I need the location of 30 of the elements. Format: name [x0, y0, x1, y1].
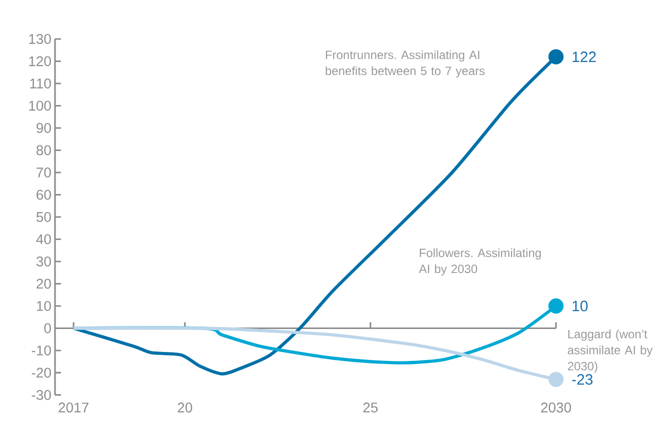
- x-tick-label: 20: [178, 402, 192, 412]
- y-tick-label: 110: [30, 78, 51, 88]
- y-tick-label: 60: [36, 190, 51, 200]
- x-tick-label: 2017: [58, 402, 88, 412]
- point: [548, 298, 564, 314]
- data-label: 10: [572, 300, 588, 312]
- y-tick-label: 0: [44, 323, 51, 334]
- data-label: -23: [572, 374, 593, 385]
- y-tick-label: 120: [29, 56, 51, 66]
- text: Followers. Assimilating AI by 2030: [418, 248, 541, 276]
- y-tick-label: -20: [32, 368, 51, 378]
- y-tick-label: 80: [36, 145, 51, 156]
- y-tick-label: 40: [36, 234, 51, 244]
- y-tick-label: 90: [36, 123, 51, 133]
- point: [548, 49, 564, 64]
- y-tick-label: 20: [36, 278, 51, 289]
- data-label: 122: [572, 52, 596, 62]
- series-label: Laggard (won’t assimilate AI by 2030): [568, 330, 653, 373]
- y-tick-label: 70: [36, 168, 51, 178]
- x-tick-label: 25: [363, 402, 378, 412]
- y-tick-label: -10: [32, 346, 51, 356]
- point: [548, 372, 564, 388]
- text: Frontrunners. Assimilating AI benefits between 5 to 7 years: [326, 50, 485, 78]
- y-tick-label: -30: [32, 390, 51, 400]
- y-tick-label: 100: [29, 100, 51, 111]
- y-tick-label: 10: [36, 301, 51, 311]
- x-tick-label: 2030: [541, 402, 572, 412]
- y-tick-label: 30: [36, 256, 51, 266]
- y-tick-label: 130: [29, 34, 51, 44]
- y-tick-label: 50: [36, 212, 51, 222]
